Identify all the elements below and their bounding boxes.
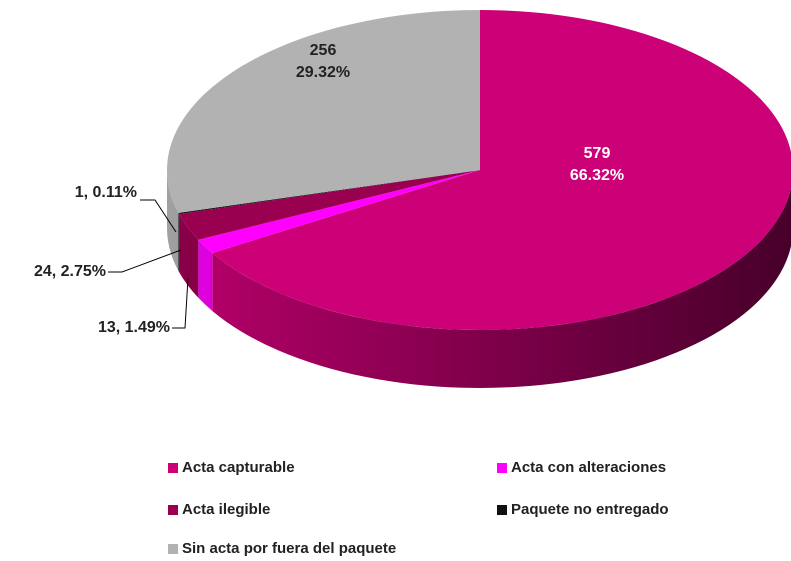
leader-line [108, 249, 182, 273]
slice-side [198, 239, 213, 311]
slice [212, 10, 791, 330]
data-label: 66.32% [570, 167, 624, 184]
data-label: 29.32% [296, 64, 350, 81]
legend-label: Acta ilegible [182, 501, 270, 518]
data-label: 256 [310, 42, 337, 59]
legend-label: Acta capturable [182, 459, 295, 476]
leader-line [140, 199, 177, 233]
legend-swatch [168, 463, 178, 473]
slice-side [167, 170, 179, 271]
pie-tops [166, 10, 791, 330]
slice-side [179, 213, 199, 298]
legend-swatch [497, 463, 507, 473]
slice-side [212, 187, 791, 388]
slice [198, 170, 481, 253]
data-label: 1, 0.11% [75, 184, 137, 201]
pie-sides [167, 170, 791, 388]
slice [166, 10, 480, 213]
leader-line [172, 277, 189, 329]
legend-swatch [168, 544, 178, 554]
legend: Acta capturable Acta con alteraciones Acta… [168, 459, 669, 557]
slice-side [178, 212, 180, 272]
data-label: 24, 2.75% [34, 263, 106, 280]
legend-swatch [497, 505, 507, 515]
legend-label: Acta con alteraciones [511, 459, 666, 476]
data-labels: 579 66.32% 13, 1.49% 24, 2.75% 1, 0.11% 256 29… [34, 42, 624, 336]
data-label: 579 [584, 145, 611, 162]
legend-label: Paquete no entregado [511, 501, 669, 518]
legend-label: Sin acta por fuera del paquete [182, 540, 396, 557]
legend-swatch [168, 505, 178, 515]
slice [178, 170, 481, 214]
slice [179, 170, 481, 240]
data-label: 13, 1.49% [98, 319, 170, 336]
